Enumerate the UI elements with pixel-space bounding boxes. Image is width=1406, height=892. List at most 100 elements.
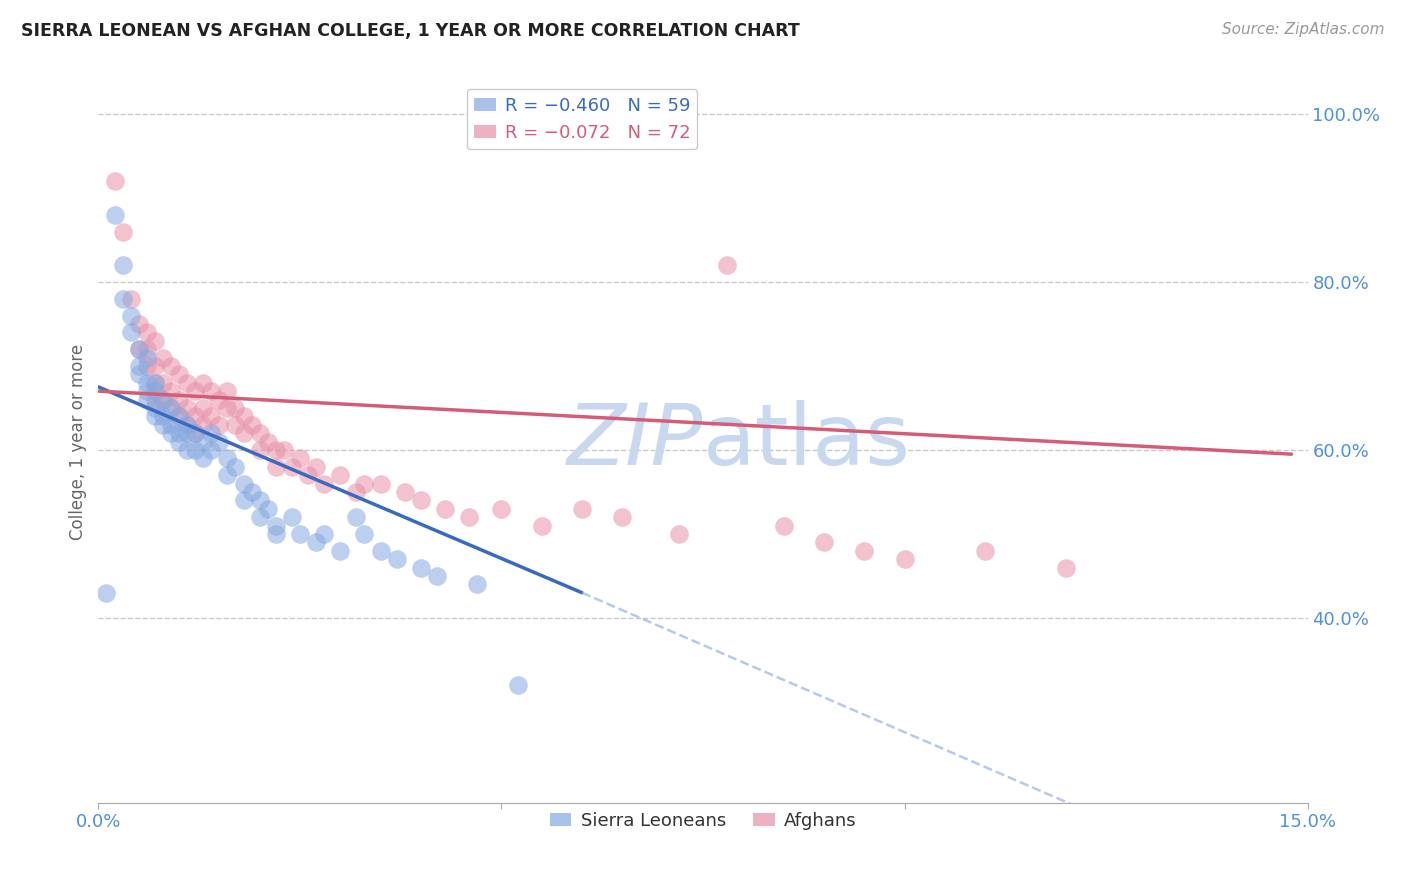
Point (668, 527, 690, 541)
Point (458, 510, 481, 524)
Point (160, 417, 183, 432)
Point (344, 510, 367, 524)
Point (305, 459, 328, 474)
Point (612, 510, 634, 524)
Point (135, 342, 157, 356)
Point (434, 501, 457, 516)
Point (184, 384, 207, 398)
Point (176, 376, 198, 390)
Point (200, 442, 222, 457)
Point (160, 384, 183, 398)
Point (314, 527, 336, 541)
Point (974, 543, 997, 558)
Point (167, 426, 190, 441)
Point (314, 476, 336, 491)
Point (249, 426, 271, 441)
Point (249, 510, 271, 524)
Point (176, 417, 198, 432)
Point (370, 476, 392, 491)
Point (200, 409, 222, 424)
Point (111, 258, 134, 272)
Point (128, 359, 150, 373)
Point (160, 359, 183, 373)
Y-axis label: College, 1 year or more: College, 1 year or more (69, 343, 87, 540)
Point (465, 577, 488, 591)
Point (111, 225, 134, 239)
Point (353, 476, 375, 491)
Point (853, 543, 876, 558)
Point (143, 384, 166, 398)
Point (176, 442, 198, 457)
Point (200, 384, 222, 398)
Point (240, 485, 263, 500)
Point (893, 552, 915, 566)
Point (143, 376, 166, 390)
Point (232, 476, 254, 491)
Point (264, 442, 287, 457)
Point (224, 417, 246, 432)
Text: ZIP: ZIP (567, 400, 703, 483)
Point (200, 426, 222, 441)
Point (426, 569, 449, 583)
Point (716, 258, 738, 272)
Point (264, 518, 287, 533)
Point (167, 434, 190, 449)
Point (193, 434, 215, 449)
Point (217, 451, 239, 466)
Point (813, 535, 835, 549)
Point (120, 309, 142, 323)
Point (152, 392, 174, 407)
Point (256, 434, 278, 449)
Point (224, 459, 246, 474)
Point (103, 174, 125, 188)
Point (167, 368, 190, 382)
Point (288, 527, 311, 541)
Point (152, 376, 174, 390)
Point (143, 401, 166, 415)
Point (96, 586, 118, 600)
Point (208, 434, 231, 449)
Point (152, 351, 174, 365)
Point (217, 384, 239, 398)
Point (256, 501, 278, 516)
Point (184, 426, 207, 441)
Point (217, 468, 239, 483)
Point (135, 392, 157, 407)
Point (135, 384, 157, 398)
Point (193, 376, 215, 390)
Point (167, 392, 190, 407)
Point (281, 459, 304, 474)
Point (329, 468, 352, 483)
Point (152, 409, 174, 424)
Point (135, 326, 157, 340)
Point (193, 417, 215, 432)
Point (385, 552, 408, 566)
Point (394, 485, 416, 500)
Point (506, 678, 529, 692)
Point (111, 292, 134, 306)
Point (160, 401, 183, 415)
Point (491, 501, 513, 516)
Point (184, 409, 207, 424)
Point (135, 351, 157, 365)
Point (288, 451, 311, 466)
Point (184, 426, 207, 441)
Point (240, 417, 263, 432)
Point (305, 535, 328, 549)
Point (530, 518, 553, 533)
Point (409, 493, 432, 508)
Point (571, 501, 593, 516)
Point (208, 417, 231, 432)
Point (135, 359, 157, 373)
Point (135, 376, 157, 390)
Point (184, 442, 207, 457)
Point (176, 417, 198, 432)
Point (128, 317, 150, 331)
Point (264, 527, 287, 541)
Point (152, 417, 174, 432)
Point (353, 527, 375, 541)
Text: atlas: atlas (703, 400, 911, 483)
Legend: Sierra Leoneans, Afghans: Sierra Leoneans, Afghans (543, 805, 863, 837)
Point (128, 368, 150, 382)
Point (249, 442, 271, 457)
